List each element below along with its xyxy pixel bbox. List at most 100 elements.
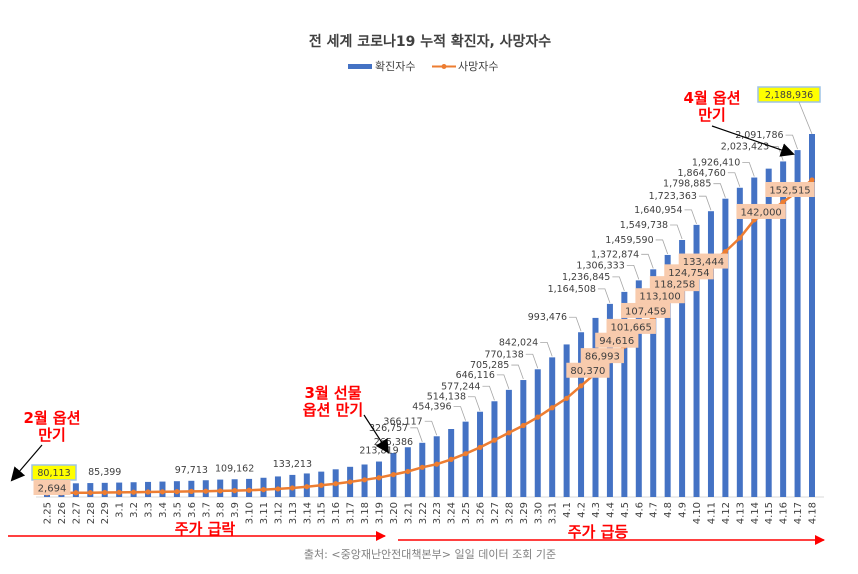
x-tick-3.23: 3.23 [432, 502, 443, 524]
bar-label-4.10: 1,640,954 [634, 205, 682, 216]
death-label-4.18: 152,515 [769, 186, 810, 197]
death-point-3.12 [275, 486, 281, 492]
leader-line [525, 353, 539, 369]
x-tick-2.25: 2.25 [43, 502, 54, 524]
death-point-4.2 [578, 383, 584, 389]
leader-line [641, 253, 654, 269]
leader-line [684, 209, 697, 225]
x-tick-4.18: 4.18 [808, 502, 819, 524]
x-tick-3.22: 3.22 [418, 502, 429, 524]
bar-label-3.9: 109,162 [215, 463, 254, 474]
death-label-box [620, 302, 671, 318]
bar-4.18 [809, 134, 815, 497]
x-tick-3.16: 3.16 [331, 502, 342, 524]
leader-line [453, 406, 466, 421]
death-point-3.5 [174, 489, 180, 495]
annotation-mar-line1: 3월 선물 [304, 384, 361, 402]
annotation-mar-line2: 옵션 만기 [303, 401, 363, 419]
leader-line [597, 288, 611, 304]
bar-4.3 [592, 317, 599, 497]
x-tick-4.1: 4.1 [562, 502, 573, 518]
death-point-3.15 [318, 482, 324, 488]
death-point-3.21 [405, 468, 411, 475]
x-tick-4.2: 4.2 [577, 502, 588, 518]
leader-line [468, 396, 481, 411]
x-tick-3.26: 3.26 [476, 502, 487, 524]
x-tick-2.26: 2.26 [57, 502, 68, 524]
x-tick-3.27: 3.27 [490, 502, 501, 524]
annotation-feb-line1: 2월 옵션 [23, 409, 80, 427]
legend-label-deaths: 사망자수 [458, 60, 498, 73]
bar-4.17 [794, 150, 801, 497]
death-point-2.29 [102, 489, 108, 496]
x-tick-3.28: 3.28 [504, 502, 515, 524]
annotation-feb-arrow [10, 444, 43, 482]
bar-label-4.13: 1,864,760 [677, 168, 725, 179]
x-tick-labels: 2.25 2.26 2.27 2.28 2.29 3.1 3.2 3.3 3.4 3.5 3.6 3.… [43, 502, 819, 524]
x-tick-4.5: 4.5 [620, 502, 631, 518]
leader-line [540, 341, 553, 357]
bar-2.28 [87, 483, 94, 497]
bar-4.12 [722, 198, 729, 497]
death-point-3.27 [491, 437, 498, 443]
leader-line [424, 420, 438, 436]
x-tick-4.15: 4.15 [764, 502, 775, 524]
x-tick-2.29: 2.29 [100, 502, 111, 524]
death-point-3.31 [549, 405, 555, 411]
death-point-3.1 [116, 489, 122, 495]
x-tick-4.14: 4.14 [750, 502, 761, 524]
legend-swatch-confirmed [348, 64, 372, 69]
death-label-box [595, 332, 639, 348]
bar-4.4 [606, 303, 613, 497]
bar-label-4.4: 1,164,508 [548, 284, 596, 295]
bar-label-3.27: 577,244 [441, 381, 480, 392]
death-label-box [736, 203, 786, 219]
bar-4.2 [578, 332, 585, 497]
leader-line [670, 224, 683, 240]
death-label-box [678, 253, 729, 269]
death-point-4.18 [809, 177, 815, 183]
x-tick-3.5: 3.5 [172, 502, 183, 518]
annotation-apr: 4월 옵션 만기 [683, 89, 795, 157]
death-point-3.30 [535, 414, 541, 420]
x-tick-3.21: 3.21 [403, 502, 414, 524]
bar-label-4.5: 1,236,845 [562, 272, 610, 283]
death-point-3.14 [304, 484, 310, 490]
annotation-apr-line2: 만기 [698, 106, 726, 124]
bar-4.16 [780, 161, 787, 497]
x-tick-3.12: 3.12 [273, 502, 284, 524]
bar-4.14 [751, 177, 758, 497]
death-label-4.10: 118,258 [654, 280, 695, 291]
death-point-3.17 [347, 479, 353, 485]
x-tick-4.9: 4.9 [678, 502, 689, 518]
death-point-3.28 [506, 430, 512, 436]
death-point-3.3 [145, 489, 151, 495]
x-tick-4.10: 4.10 [692, 502, 703, 524]
bar-label-4.18: 2,188,936 [765, 90, 813, 101]
x-tick-4.3: 4.3 [591, 502, 602, 518]
x-tick-3.17: 3.17 [346, 502, 357, 524]
death-point-3.22 [419, 464, 425, 470]
death-point-3.2 [131, 489, 137, 495]
bar-3.26 [477, 411, 484, 497]
death-point-3.29 [520, 422, 526, 429]
x-tick-4.6: 4.6 [634, 502, 645, 518]
bar-label-3.13: 133,213 [273, 459, 312, 470]
death-point-3.23 [434, 461, 440, 467]
death-label-box [580, 348, 624, 364]
death-point-3.11 [260, 487, 267, 493]
x-tick-4.4: 4.4 [605, 502, 616, 518]
bar-4.6 [635, 280, 642, 497]
bar-label-3.30: 770,138 [484, 349, 523, 360]
bar-4.7 [650, 269, 657, 497]
bar-3.25 [462, 421, 469, 497]
bar-label-3.23: 366,117 [383, 416, 422, 427]
bar-label-4.9: 1,549,738 [620, 220, 668, 231]
bar-label-4.14: 1,926,410 [692, 158, 740, 169]
death-label-4.8: 107,459 [625, 306, 666, 317]
death-point-4.13 [737, 235, 743, 241]
legend-label-confirmed: 확진자수 [375, 60, 415, 73]
bar-4.5 [621, 291, 628, 497]
death-label-4.6: 94,616 [599, 336, 634, 347]
annotation-mar: 3월 선물 옵션 만기 [303, 384, 390, 454]
